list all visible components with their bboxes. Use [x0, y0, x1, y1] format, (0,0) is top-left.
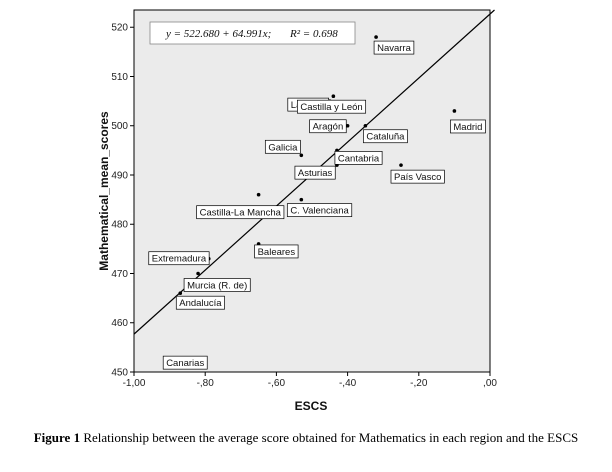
equation-box: y = 522.680 + 64.991x; R² = 0.698	[149, 21, 356, 45]
y-tick-label: 520	[111, 23, 128, 34]
x-tick-label: -,80	[197, 378, 215, 389]
point-label-box	[286, 203, 353, 217]
point-label-box	[363, 129, 408, 144]
point-label: Aragón	[309, 119, 347, 134]
point-label-box	[334, 151, 383, 165]
point-label-box	[450, 119, 486, 134]
y-tick-label: 460	[111, 318, 128, 329]
point-label: Andalucía	[175, 295, 225, 310]
point-label: Baleares	[254, 244, 299, 259]
point-label: Navarra	[373, 40, 415, 55]
plot-area	[133, 9, 491, 373]
point-label: Castilla y León	[297, 99, 367, 114]
y-tick-label: 450	[111, 368, 128, 379]
point-label: Murcia (R. de)	[183, 278, 251, 292]
point-label-box	[183, 278, 251, 292]
data-point	[178, 291, 183, 295]
data-point	[363, 123, 368, 128]
point-label-box	[390, 169, 445, 184]
r-squared: R² = 0.698	[289, 28, 338, 40]
point-label-text: Baleares	[258, 247, 296, 258]
caption-label: Figure 1	[33, 430, 81, 445]
point-label-text: País Vasco	[394, 172, 441, 183]
y-axis-title: Mathematical_mean_scores	[97, 111, 111, 271]
point-label-text: Cataluña	[366, 132, 405, 143]
y-tick-label: 480	[111, 220, 128, 231]
point-label-box	[309, 119, 347, 134]
point-label-box	[175, 295, 225, 310]
point-label-text: Murcia (R. de)	[187, 280, 247, 291]
point-label: Madrid	[450, 119, 486, 134]
point-label: Cataluña	[363, 129, 408, 144]
x-axis-title: ESCS	[295, 399, 328, 413]
point-label-box	[196, 205, 285, 220]
y-tick-label: 490	[111, 170, 128, 181]
point-label-text: Galicia	[268, 142, 298, 153]
point-label: País Vasco	[390, 169, 445, 184]
x-tick-label: ,00	[483, 378, 497, 389]
y-tick-label: 470	[111, 269, 128, 280]
y-tick-label: 500	[111, 121, 128, 132]
point-label-text: C. Valenciana	[290, 206, 349, 217]
point-label-box	[254, 244, 299, 259]
data-point	[299, 153, 304, 158]
x-tick-label: -,60	[268, 378, 286, 389]
data-point	[256, 192, 261, 197]
point-label-text: Castilla y León	[300, 102, 362, 113]
point-label-box	[148, 251, 210, 266]
point-label: Extremadura	[148, 251, 210, 266]
point-label: Cantabria	[334, 151, 383, 165]
figure-caption: Figure 1 Relationship between the averag…	[0, 430, 612, 446]
x-tick-label: -,40	[339, 378, 357, 389]
point-label: Asturias	[294, 165, 336, 180]
point-label: C. Valenciana	[286, 203, 353, 217]
point-label-box	[373, 40, 415, 55]
point-label-box	[294, 165, 336, 180]
point-label: Castilla-La Mancha	[196, 205, 285, 220]
x-tick-label: -1,00	[123, 378, 146, 389]
y-tick-label: 510	[111, 72, 128, 83]
point-label-text: Navarra	[377, 43, 412, 54]
x-tick-label: -,20	[410, 378, 428, 389]
data-point	[399, 163, 403, 167]
point-label-text: Canarias	[166, 358, 204, 369]
point-label: Canarias	[162, 355, 208, 370]
data-point	[331, 94, 336, 98]
data-point	[299, 197, 304, 202]
caption-text: Relationship between the average score o…	[80, 430, 579, 445]
data-point	[374, 35, 378, 39]
point-label-text: Asturias	[298, 168, 333, 179]
point-label-box	[264, 139, 301, 154]
point-label-text: Castilla-La Mancha	[200, 208, 282, 219]
point-label-box	[297, 99, 367, 114]
data-point	[345, 123, 350, 128]
point-label-text: Cantabria	[338, 153, 380, 164]
point-label-text: Aragón	[313, 122, 344, 133]
regression-equation: y = 522.680 + 64.991x;	[165, 28, 271, 40]
point-label: Galicia	[264, 139, 301, 154]
data-point	[196, 271, 200, 276]
point-label-text: Madrid	[453, 122, 482, 133]
point-label-text: Extremadura	[152, 254, 207, 265]
data-point	[452, 109, 457, 113]
point-label-text: Andalucía	[179, 298, 222, 309]
point-label-box	[162, 355, 208, 370]
